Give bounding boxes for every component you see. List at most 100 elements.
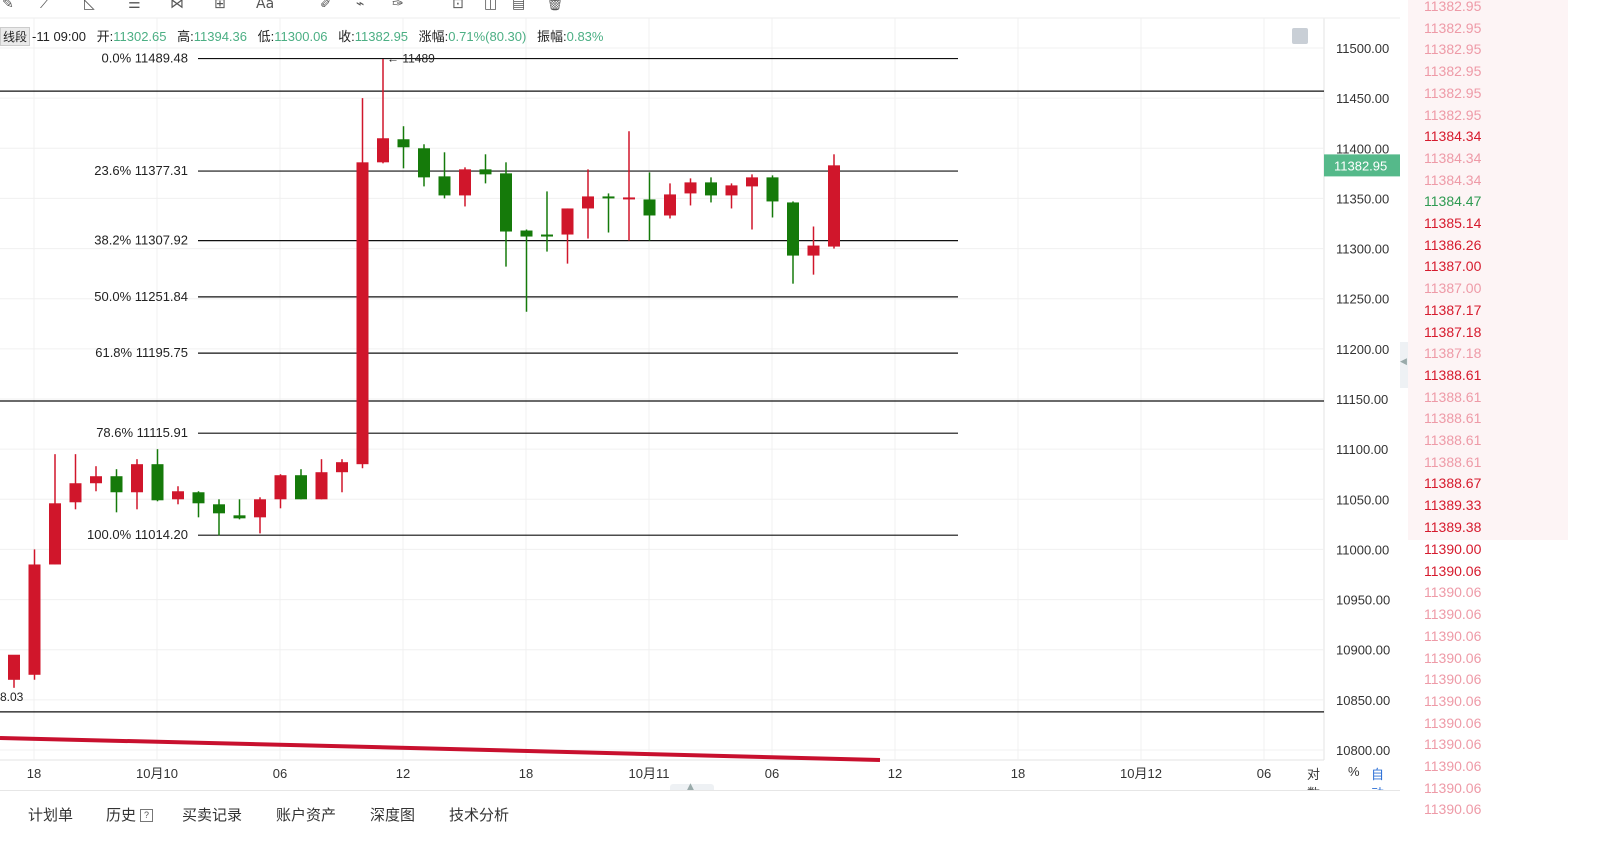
bid-price-row[interactable]: 11390.06	[1424, 584, 1482, 601]
pencil-icon[interactable]: ✎	[2, 0, 14, 12]
bid-price-row[interactable]: 11390.06	[1424, 779, 1482, 796]
current-price-tag	[1324, 154, 1400, 177]
bid-price-row[interactable]: 11390.06	[1424, 714, 1482, 731]
ruler-icon[interactable]: ◺	[84, 0, 95, 12]
ask-price-row[interactable]: 11382.95	[1424, 19, 1482, 36]
candle-body	[90, 476, 102, 484]
layers-icon[interactable]: ▤	[512, 0, 526, 12]
drawing-toolbar: ✎ ⟋ ◺ ☰ ⋈ ⊞ ✐ ⌁ ✑ ⊡ ◫ ▤ 🗑 Aa	[0, 0, 1400, 18]
ask-price-row[interactable]: 11387.00	[1424, 280, 1482, 297]
tab-account-assets[interactable]: 账户资产	[276, 807, 337, 824]
price-tick-label: 10900.00	[1336, 643, 1390, 658]
ohlc-time: -11 09:00	[32, 29, 86, 44]
candle-body	[151, 464, 164, 501]
ask-price-row[interactable]: 11384.47	[1424, 193, 1482, 210]
shape-icon[interactable]: ⊞	[214, 0, 226, 12]
ask-price-row[interactable]: 11382.95	[1424, 63, 1482, 80]
ask-price-row[interactable]: 11387.17	[1424, 301, 1482, 318]
ask-price-row[interactable]: 11384.34	[1424, 171, 1482, 188]
price-tick-label: 11450.00	[1336, 91, 1389, 106]
candle-body	[377, 138, 389, 163]
screenshot-icon[interactable]	[1292, 28, 1308, 44]
fib-level-label: 38.2% 11307.92	[94, 233, 188, 248]
ask-price-row[interactable]: 11386.26	[1424, 236, 1482, 253]
price-tick-label: 10950.00	[1336, 593, 1390, 608]
candle-body	[172, 491, 184, 500]
fib-level-label: 61.8% 11195.75	[95, 345, 188, 360]
bid-price-row[interactable]: 11390.06	[1424, 649, 1482, 666]
text-tool-icon[interactable]: Aa	[256, 0, 275, 12]
ask-price-row[interactable]: 11388.67	[1424, 475, 1482, 492]
tab-trade-records[interactable]: 买卖记录	[182, 807, 243, 824]
ask-price-row[interactable]: 11387.00	[1424, 258, 1482, 275]
candle-body	[213, 504, 225, 514]
ask-price-row[interactable]: 11387.18	[1424, 323, 1482, 340]
fib-level-label: 100.0% 11014.20	[87, 527, 188, 542]
brush-icon[interactable]: ✐	[320, 0, 332, 12]
chart-canvas[interactable]: 11500.00 11450.00 11400.00 11350.00 11300.00…	[0, 0, 1400, 790]
bid-price-row[interactable]: 11390.06	[1424, 736, 1482, 753]
ask-price-row[interactable]: 11388.61	[1424, 453, 1482, 470]
price-tick-label: 11050.00	[1336, 492, 1389, 507]
candle-body	[274, 475, 287, 500]
collapse-panel-handle[interactable]: ▲	[670, 782, 714, 794]
percent-scale-toggle[interactable]: %	[1348, 764, 1360, 779]
ask-price-row[interactable]: 11384.34	[1424, 149, 1482, 166]
tab-history[interactable]: 历史?	[106, 804, 154, 825]
time-tick-label: 18	[1011, 766, 1025, 781]
ask-price-row[interactable]: 11389.38	[1424, 518, 1482, 535]
bid-price-row[interactable]: 11390.06	[1424, 801, 1482, 818]
price-tick-label: 11150.00	[1336, 392, 1388, 407]
fib-level-label: 23.6% 11377.31	[94, 163, 188, 178]
bid-price-row[interactable]: 11390.00	[1424, 541, 1482, 557]
ask-price-row[interactable]: 11388.61	[1424, 366, 1482, 383]
ask-price-row[interactable]: 11388.61	[1424, 410, 1482, 427]
candle-body	[582, 196, 594, 209]
tab-technical-analysis[interactable]: 技术分析	[449, 807, 510, 824]
high-value: 11394.36	[193, 29, 248, 44]
help-icon[interactable]: ?	[140, 809, 154, 822]
ask-price-row[interactable]: 11384.34	[1424, 128, 1482, 145]
bid-price-row[interactable]: 11390.06	[1424, 606, 1482, 623]
change-label: 涨幅:	[418, 29, 449, 44]
ask-price-row[interactable]: 11387.18	[1424, 345, 1482, 362]
bid-price-row[interactable]: 11390.06	[1424, 758, 1482, 774]
candle-body	[295, 475, 307, 500]
candle-body	[664, 194, 676, 216]
side-panel-handle[interactable]: ◀	[1400, 342, 1408, 388]
magnet-icon[interactable]: ⌁	[356, 0, 365, 12]
candle-body	[8, 654, 20, 680]
lock-icon[interactable]: ⊡	[452, 0, 464, 12]
ask-price-row[interactable]: 11382.95	[1424, 0, 1482, 14]
high-label: 高:	[177, 29, 194, 44]
trash-icon[interactable]: 🗑	[546, 0, 564, 12]
ask-price-row[interactable]: 11388.61	[1424, 388, 1482, 405]
candle-body	[807, 245, 820, 256]
bid-price-row[interactable]: 11390.06	[1424, 627, 1482, 644]
bid-price-row[interactable]: 11390.06	[1424, 671, 1482, 688]
measure-icon[interactable]: ✑	[392, 0, 404, 12]
tab-plan-orders[interactable]: 计划单	[28, 807, 74, 824]
drawing-mode-tag[interactable]: 线段	[0, 27, 31, 46]
fib-level-label: 78.6% 11115.91	[96, 425, 188, 440]
bottom-tab-bar: 计划单 历史? 买卖记录 账户资产 深度图 技术分析	[0, 790, 1400, 831]
fib-icon[interactable]: ⋈	[170, 0, 184, 12]
candlestick-chart[interactable]: 11500.00 11450.00 11400.00 11350.00 11300.00…	[0, 0, 1400, 801]
candle-body	[828, 165, 840, 247]
ask-price-row[interactable]: 11382.95	[1424, 84, 1482, 101]
ask-price-row[interactable]: 11385.14	[1424, 215, 1482, 231]
ask-price-row[interactable]: 11389.33	[1424, 497, 1482, 514]
ask-price-row[interactable]: 11388.61	[1424, 432, 1482, 448]
candle-body	[397, 139, 410, 148]
candle-body	[131, 464, 143, 493]
tab-depth-chart[interactable]: 深度图	[370, 807, 416, 824]
candle-body	[315, 472, 328, 500]
bid-price-row[interactable]: 11390.06	[1424, 692, 1482, 709]
lines-icon[interactable]: ☰	[128, 0, 141, 12]
ask-price-row[interactable]: 11382.95	[1424, 106, 1482, 123]
trend-icon[interactable]: ⟋	[40, 0, 50, 12]
ask-price-row[interactable]: 11382.95	[1424, 41, 1482, 58]
eye-icon[interactable]: ◫	[484, 0, 498, 12]
chevron-left-icon: ◀	[1400, 357, 1407, 367]
bid-price-row[interactable]: 11390.06	[1424, 562, 1482, 579]
